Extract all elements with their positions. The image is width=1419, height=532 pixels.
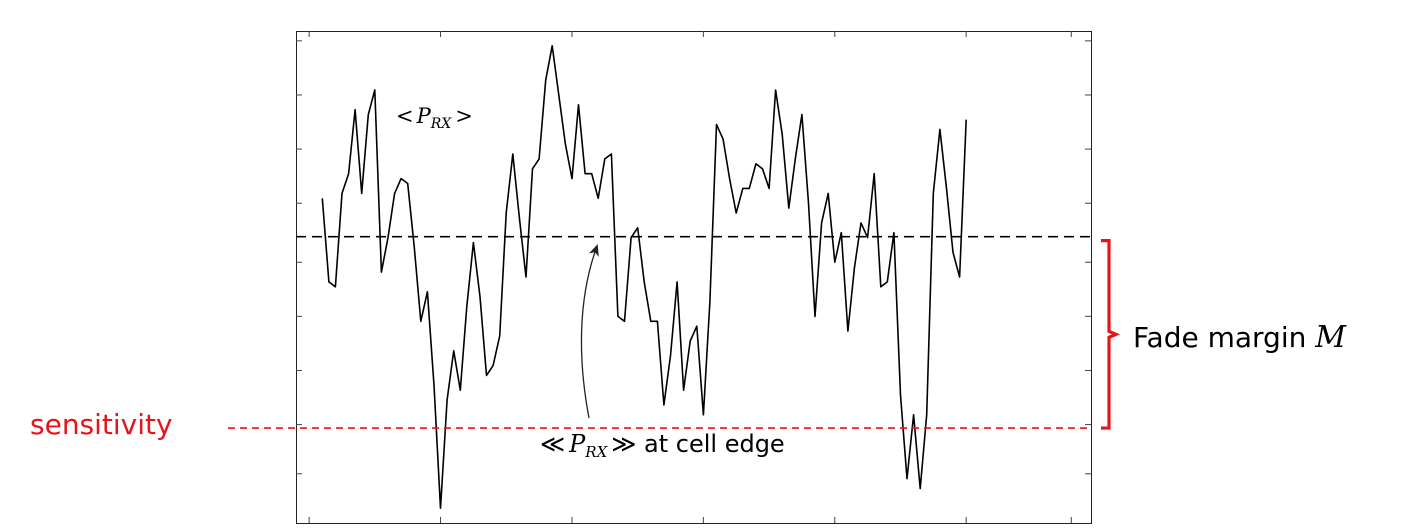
cell-edge-close: ≫	[611, 430, 636, 458]
cell-edge-symbol: P	[568, 430, 586, 458]
fade-margin-symbol: M	[1314, 320, 1347, 355]
cell-edge-arrow	[580, 244, 599, 419]
mean-power-lt: <	[396, 104, 414, 128]
cell-edge-subscript: RX	[584, 443, 608, 461]
cell-edge-label: ≪ PRX ≫ at cell edge	[540, 430, 785, 461]
fade-margin-label: Fade margin M	[1133, 320, 1347, 355]
mean-power-gt: >	[455, 104, 473, 128]
cell-edge-suffix: at cell edge	[636, 430, 784, 458]
cell-edge-open: ≪	[540, 430, 565, 458]
received-power-trace	[321, 44, 967, 510]
plot-frame	[296, 31, 1092, 524]
mean-power-subscript: RX	[430, 116, 453, 132]
tick-marks	[296, 31, 1091, 523]
mean-power-symbol: P	[416, 104, 432, 128]
mean-power-label: < PRX >	[396, 104, 473, 132]
sensitivity-label: sensitivity	[30, 408, 173, 441]
fade-margin-bracket	[1101, 239, 1121, 430]
fade-margin-text: Fade margin	[1133, 321, 1315, 354]
